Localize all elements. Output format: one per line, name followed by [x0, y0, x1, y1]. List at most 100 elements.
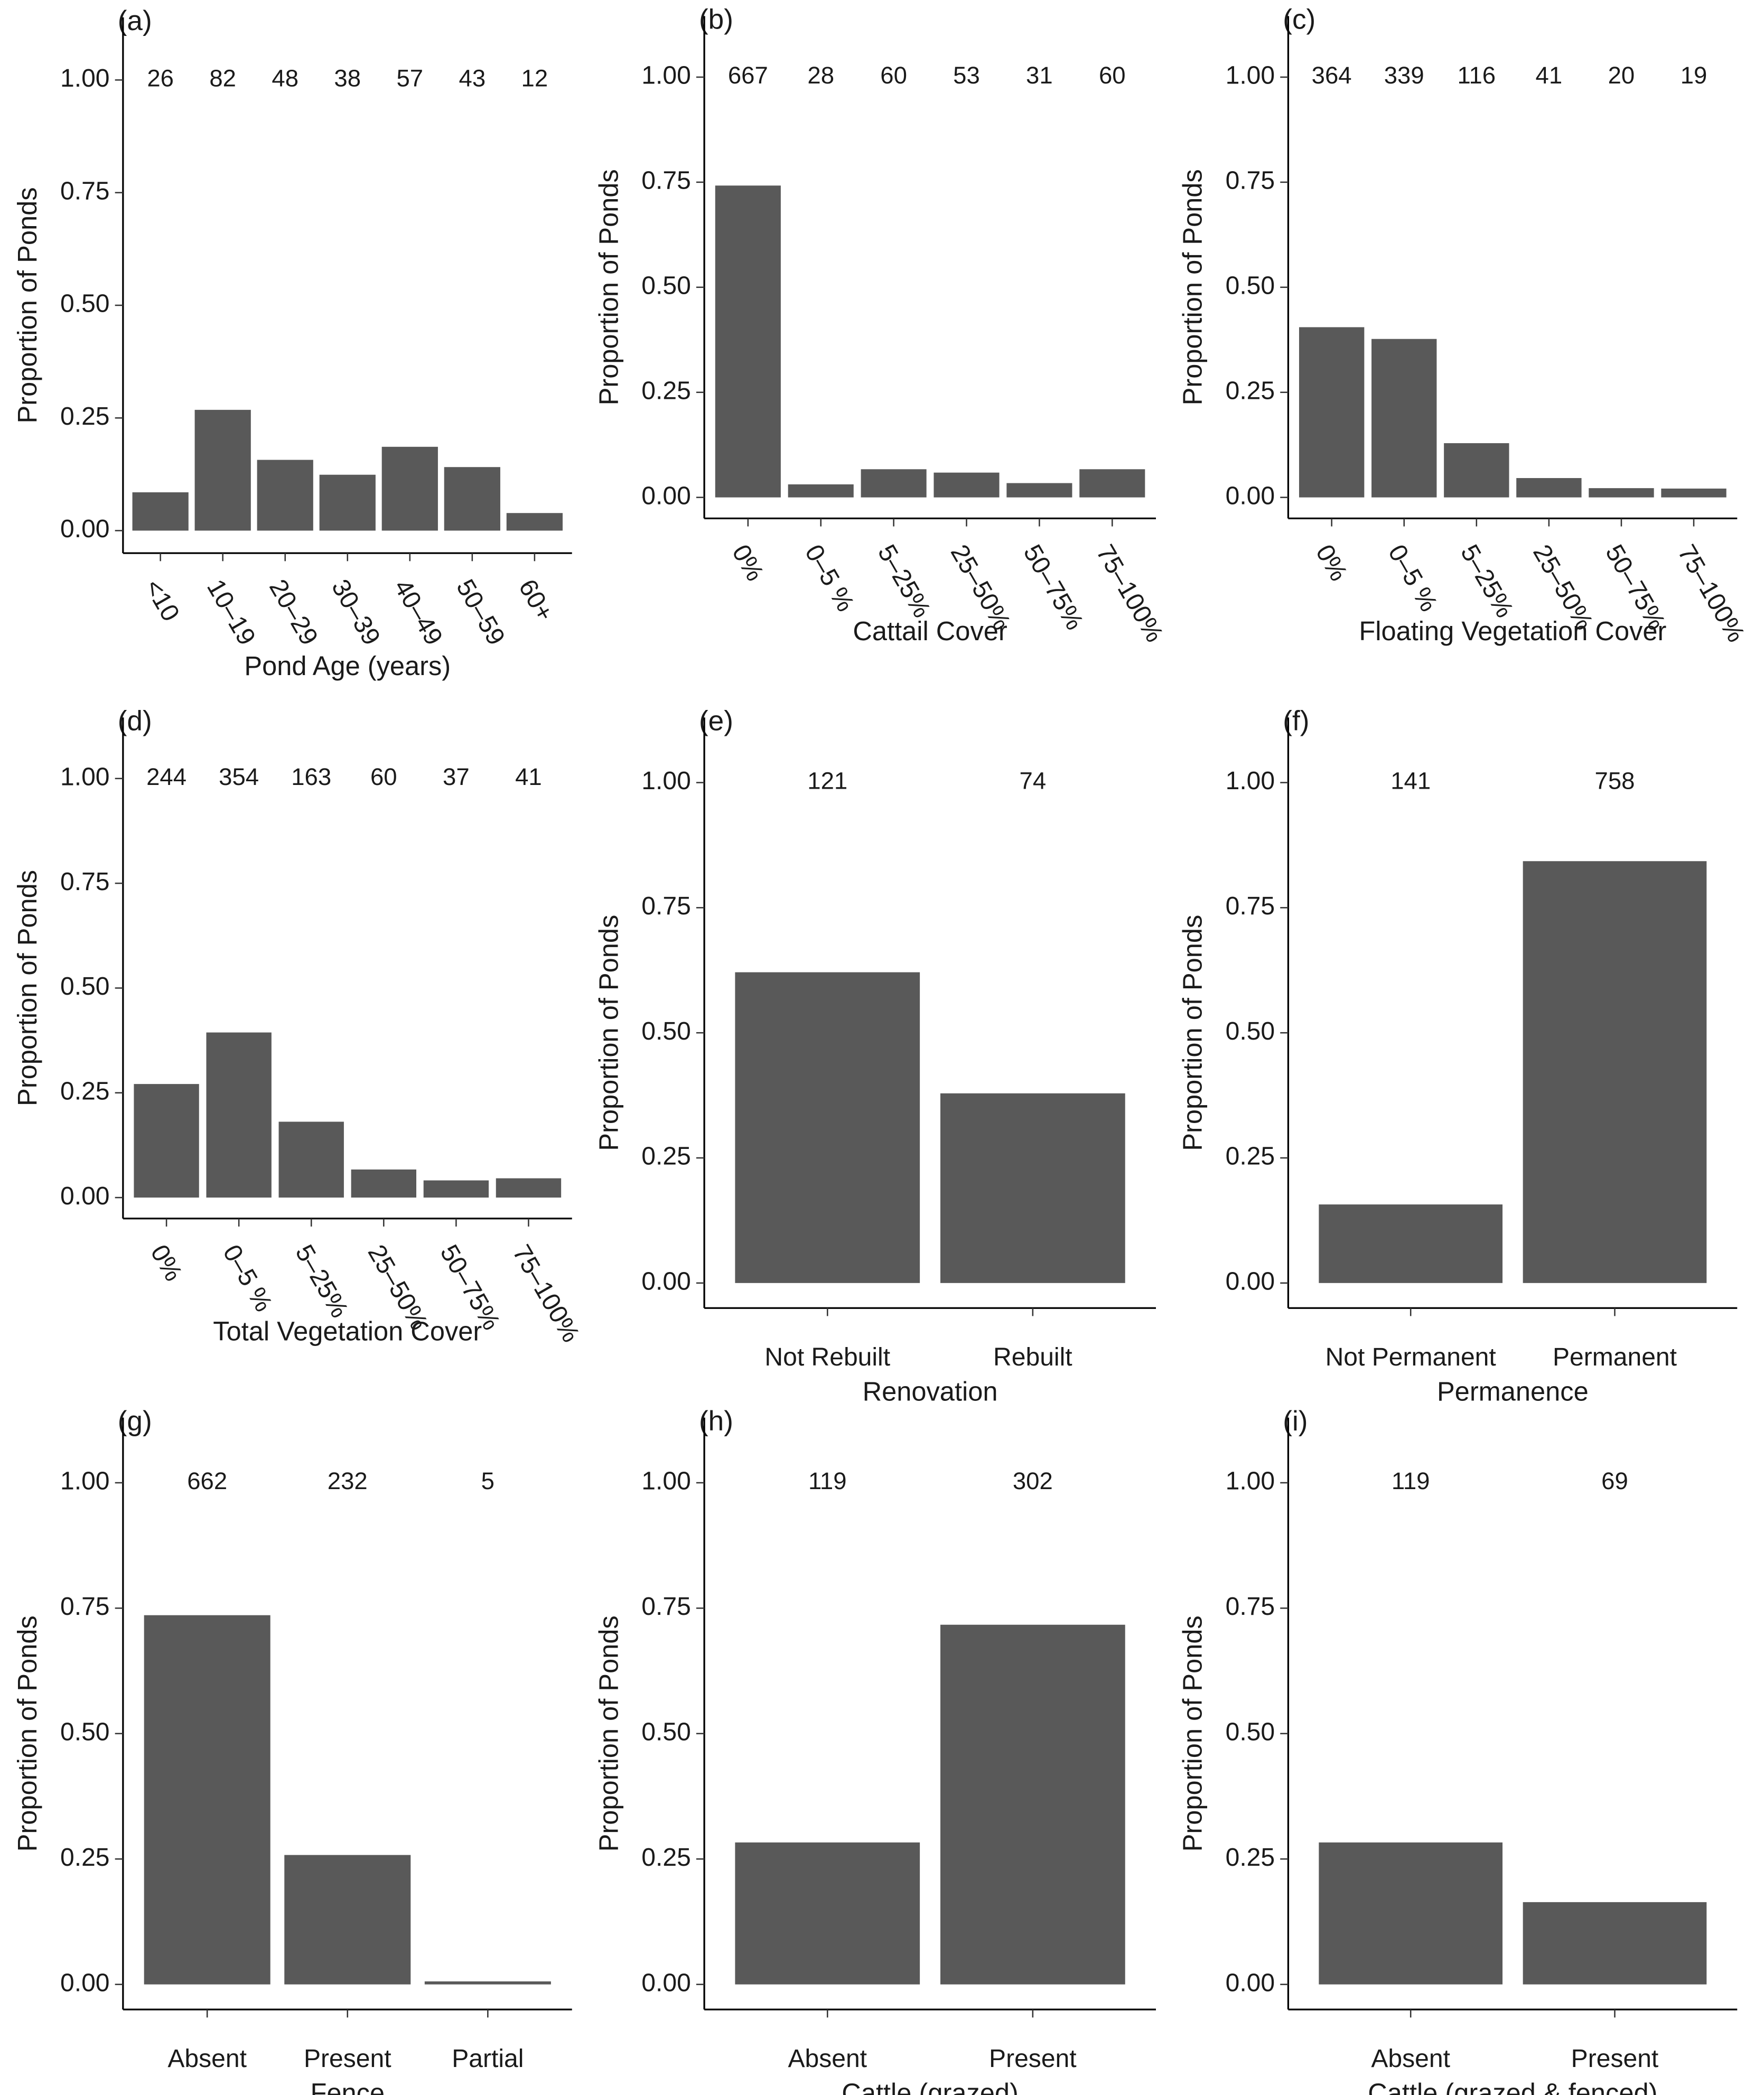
bar: [278, 1121, 344, 1198]
count-label: 119: [808, 1467, 847, 1494]
x-tick-label: 5–25%: [1455, 540, 1519, 622]
count-label: 60: [370, 763, 397, 790]
bar: [735, 972, 920, 1283]
bar: [1444, 443, 1509, 498]
x-tick-label: 75–100%: [1672, 540, 1750, 647]
y-tick-label: 0.50: [1226, 1017, 1275, 1045]
count-label: 38: [334, 64, 361, 91]
bar: [934, 472, 1000, 498]
y-tick-label: 0.00: [1226, 1268, 1275, 1296]
count-label: 667: [728, 62, 768, 89]
y-tick-label: 0.50: [641, 272, 691, 300]
bar: [423, 1180, 489, 1198]
bar: [1371, 339, 1437, 498]
count-label: 41: [1536, 62, 1563, 89]
x-tick-label: 75–100%: [1091, 540, 1169, 647]
x-tick-label: 0%: [145, 1240, 188, 1286]
x-tick-label: 0–5 %: [1383, 540, 1443, 616]
x-tick-label: 5–25%: [290, 1240, 353, 1323]
bar: [1079, 469, 1145, 498]
x-axis-label: Renovation: [863, 1376, 998, 1406]
bar: [940, 1093, 1125, 1283]
count-label: 41: [515, 763, 542, 790]
bar: [861, 469, 927, 498]
y-tick-label: 0.50: [641, 1017, 691, 1045]
bar: [257, 460, 313, 531]
y-tick-label: 1.00: [641, 62, 691, 90]
bar: [144, 1615, 270, 1985]
y-tick-label: 0.50: [60, 290, 110, 318]
bar: [381, 446, 438, 531]
bar: [1523, 1902, 1707, 1985]
bar: [1319, 1204, 1503, 1283]
y-tick-label: 0.00: [1226, 1969, 1275, 1997]
y-tick-label: 0.00: [641, 1969, 691, 1997]
y-tick-label: 0.00: [60, 1969, 110, 1997]
count-label: 163: [291, 763, 331, 790]
y-tick-label: 0.50: [1226, 1718, 1275, 1746]
bar: [134, 1084, 199, 1198]
bar: [132, 492, 189, 531]
count-label: 119: [1392, 1467, 1430, 1494]
y-tick-label: 0.50: [641, 1718, 691, 1746]
y-tick-label: 0.00: [641, 482, 691, 510]
x-tick-label: 75–100%: [507, 1240, 585, 1347]
bar: [1661, 488, 1726, 498]
x-tick-label: Present: [304, 2045, 391, 2073]
count-label: 302: [1013, 1467, 1053, 1494]
x-axis-label: Pond Age (years): [244, 651, 451, 681]
count-label: 116: [1458, 62, 1496, 89]
x-tick-label: 0–5 %: [799, 540, 860, 616]
y-tick-label: 0.25: [1226, 1143, 1275, 1171]
x-tick-label: 40–49: [388, 575, 448, 650]
y-tick-label: 0.75: [641, 1593, 691, 1621]
y-tick-label: 0.75: [60, 177, 110, 205]
count-label: 37: [443, 763, 470, 790]
bar: [1589, 488, 1654, 498]
x-axis-label: Floating Vegetation Cover: [1359, 616, 1666, 646]
x-tick-label: 0%: [1310, 540, 1353, 586]
x-axis-label: Cattail Cover: [853, 616, 1007, 646]
count-label: 141: [1390, 768, 1431, 794]
y-tick-label: 1.00: [60, 64, 110, 92]
bar: [1006, 483, 1072, 498]
bar: [715, 185, 781, 498]
x-tick-label: Rebuilt: [993, 1343, 1072, 1371]
y-tick-label: 0.75: [641, 892, 691, 920]
y-tick-label: 0.75: [1226, 892, 1275, 920]
x-axis-label: Cattle (grazed): [842, 2078, 1019, 2095]
y-tick-label: 0.25: [1226, 377, 1275, 405]
y-axis-label: Proportion of Ponds: [593, 1615, 623, 1851]
y-tick-label: 1.00: [641, 767, 691, 795]
x-tick-label: 0%: [726, 540, 769, 586]
x-tick-label: 5–25%: [872, 540, 936, 622]
y-tick-label: 0.25: [60, 403, 110, 431]
x-axis-label: Total Vegetation Cover: [213, 1316, 482, 1346]
bar: [1319, 1842, 1503, 1985]
count-label: 364: [1312, 62, 1352, 89]
count-label: 5: [481, 1467, 494, 1494]
x-tick-label: <10: [139, 575, 185, 626]
y-tick-label: 1.00: [60, 1467, 110, 1495]
x-axis-label: Permanence: [1437, 1376, 1589, 1406]
bar: [940, 1624, 1125, 1985]
panel-label: (f): [1283, 705, 1309, 736]
y-tick-label: 0.50: [1226, 272, 1275, 300]
count-label: 339: [1384, 62, 1424, 89]
y-tick-label: 0.25: [1226, 1844, 1275, 1872]
x-tick-label: 60+: [513, 575, 559, 626]
x-axis-label: Fence: [310, 2078, 385, 2095]
count-label: 31: [1026, 62, 1053, 89]
y-tick-label: 0.25: [60, 1844, 110, 1872]
y-tick-label: 0.75: [60, 868, 110, 896]
x-tick-label: 20–29: [264, 575, 323, 650]
y-tick-label: 1.00: [1226, 62, 1275, 90]
count-label: 20: [1608, 62, 1635, 89]
y-tick-label: 0.75: [1226, 1593, 1275, 1621]
y-axis-label: Proportion of Ponds: [1178, 169, 1208, 405]
y-tick-label: 0.75: [1226, 167, 1275, 195]
y-tick-label: 1.00: [1226, 1467, 1275, 1495]
count-label: 43: [459, 64, 486, 91]
count-label: 662: [187, 1467, 227, 1494]
